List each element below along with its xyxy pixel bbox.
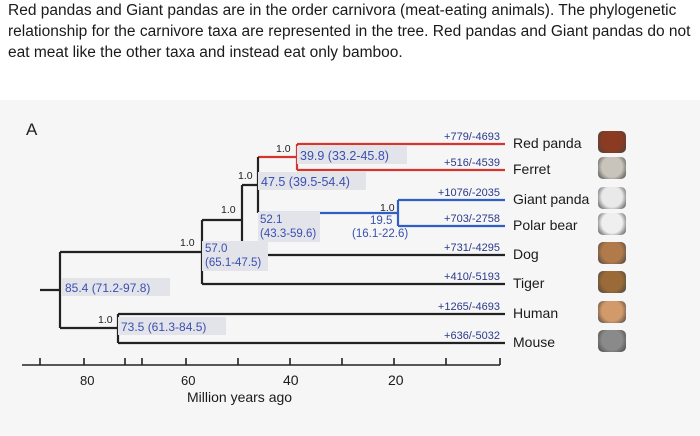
polar-bear-icon	[598, 213, 626, 235]
node-musteloid-bear	[242, 157, 260, 213]
node-support: 1.0	[98, 314, 113, 326]
axis-tick-label: 80	[80, 373, 94, 388]
taxon-name: Mouse	[513, 334, 556, 350]
taxon-name: Giant panda	[513, 191, 590, 207]
node-support: 1.0	[380, 202, 395, 214]
axis-tick-label: 60	[181, 373, 195, 388]
node-age-range: (65.1-47.5)	[205, 257, 261, 269]
node-label-bg	[62, 278, 170, 296]
branch-gain-loss-label: +731/-4295	[444, 242, 500, 254]
phylogeny-figure: A 1.0 39.9 (33.2-45.8) 1.0	[0, 100, 700, 436]
node-support: 1.0	[276, 143, 291, 155]
node-age: 57.0	[205, 243, 227, 255]
node-age-range: (16.1-22.6)	[352, 228, 408, 240]
taxon-name: Tiger	[513, 275, 545, 291]
node-root	[40, 252, 62, 328]
node-label-bg	[297, 146, 407, 164]
branch-gain-loss-label: +779/-4693	[444, 131, 500, 143]
branch-gain-loss-label: +1265/-4693	[438, 301, 500, 313]
node-label-bg	[258, 212, 320, 242]
node-age: 85.4 (71.2-97.8)	[65, 281, 150, 295]
node-age: 19.5	[370, 215, 392, 227]
axis-tick-label: 40	[283, 372, 299, 388]
node-age: 39.9 (33.2-45.8)	[300, 149, 389, 163]
taxon-name: Red panda	[513, 135, 582, 151]
node-label-bg	[202, 241, 268, 271]
axis-label: Million years ago	[187, 389, 292, 405]
giant-panda-icon	[598, 187, 626, 209]
red-panda-icon	[598, 131, 626, 153]
node-age-range: (43.3-59.6)	[260, 228, 316, 240]
node-age: 52.1	[260, 214, 282, 226]
node-support: 1.0	[180, 237, 195, 249]
taxon-name: Polar bear	[513, 217, 578, 233]
phylogenetic-tree: A 1.0 39.9 (33.2-45.8) 1.0	[22, 120, 505, 405]
node-support: 1.0	[238, 170, 253, 182]
branch-gain-loss-label: +1076/-2035	[438, 187, 500, 199]
node-label-bg	[258, 172, 366, 190]
taxon-name: Dog	[513, 246, 539, 262]
tiger-icon	[598, 271, 626, 293]
branch-gain-loss-label: +636/-5032	[444, 330, 500, 342]
question-text: Red pandas and Giant pandas are in the o…	[8, 2, 691, 61]
node-support: 1.0	[221, 204, 236, 216]
dog-icon	[598, 242, 626, 264]
taxon-name: Human	[513, 305, 559, 321]
time-axis	[22, 358, 501, 366]
taxon-name: Ferret	[513, 161, 551, 177]
mouse-icon	[598, 330, 626, 352]
node-age: 47.5 (39.5-54.4)	[261, 175, 350, 189]
axis-tick-label: 20	[388, 372, 404, 388]
branch-gain-loss-label: +516/-4539	[444, 157, 500, 169]
branch-gain-loss-label: +703/-2758	[444, 213, 500, 225]
human-icon	[598, 301, 626, 323]
ferret-icon	[598, 157, 626, 179]
panel-label: A	[26, 120, 38, 139]
node-label-bg	[118, 317, 226, 335]
node-age: 73.5 (61.3-84.5)	[121, 320, 206, 334]
branch-gain-loss-label: +410/-5193	[444, 271, 500, 283]
